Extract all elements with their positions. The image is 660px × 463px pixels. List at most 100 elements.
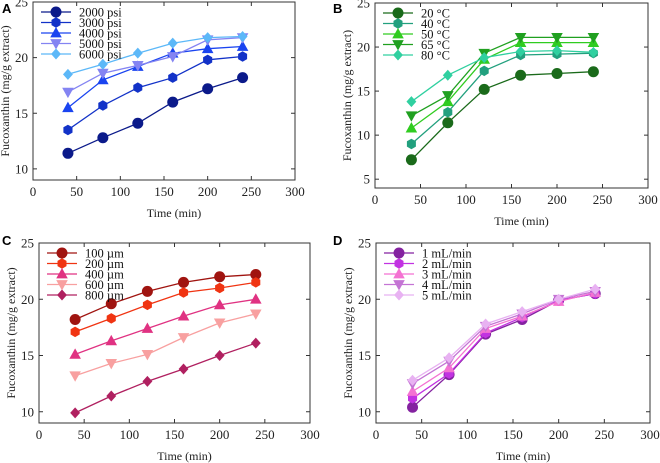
marker-triangle-up <box>69 348 81 359</box>
marker-triangle-up <box>405 122 418 133</box>
panel-c: C 0 50 100 150 200 250 300 10 15 20 25 Time (min) Fuc… <box>2 233 320 463</box>
series-line <box>411 36 594 117</box>
marker-circle <box>405 154 417 166</box>
marker-triangle-down <box>166 52 179 63</box>
series-2000-psi <box>62 72 249 159</box>
legend-item: 5000 psi <box>41 37 122 51</box>
y-tick-label: 10 <box>358 404 371 419</box>
marker-diamond <box>407 374 418 386</box>
marker-circle <box>132 117 144 129</box>
marker-hexagon <box>70 326 80 338</box>
marker-hexagon <box>142 299 152 311</box>
series-800-m <box>70 337 261 419</box>
series-line <box>410 71 594 161</box>
legend-label: 5 mL/min <box>422 289 472 303</box>
legend-label: 40 °C <box>421 17 450 31</box>
marker-hexagon <box>98 100 108 111</box>
marker-diamond <box>132 47 143 59</box>
legend-item: 80 °C <box>383 49 450 63</box>
series-line <box>410 52 594 145</box>
legend-label: 1 mL/min <box>422 247 472 261</box>
series-line <box>74 298 256 356</box>
marker-triangle-down <box>97 68 109 80</box>
x-tick-label: 0 <box>372 192 379 207</box>
y-tick-label: 15 <box>358 348 371 363</box>
y-tick-label: 5 <box>364 172 371 187</box>
marker-diamond <box>479 52 490 64</box>
marker-triangle-down <box>250 309 262 320</box>
series-5-ml-min <box>407 283 601 386</box>
x-tick-label: 250 <box>255 427 275 442</box>
y-tick-label: 25 <box>358 236 371 251</box>
marker-hexagon <box>203 54 213 66</box>
y-tick-label: 15 <box>21 348 34 363</box>
x-tick-label: 200 <box>547 192 567 207</box>
marker-triangle-down <box>514 32 527 44</box>
marker-triangle-down <box>405 111 418 122</box>
marker-hexagon <box>443 107 453 118</box>
marker-triangle-down <box>393 280 405 291</box>
marker-hexagon <box>63 124 73 136</box>
legend-label: 6000 psi <box>79 48 122 62</box>
x-tick-label: 250 <box>593 192 613 207</box>
x-tick-label: 150 <box>503 427 523 442</box>
x-axis-label: Time (min) <box>494 214 549 228</box>
marker-diamond <box>250 337 261 349</box>
x-tick-label: 0 <box>30 184 37 199</box>
series-line <box>412 290 596 385</box>
y-tick-label: 15 <box>357 84 370 99</box>
marker-diamond <box>51 48 61 60</box>
marker-diamond <box>70 407 81 419</box>
series-line <box>74 342 257 414</box>
x-tick-label: 300 <box>640 427 660 442</box>
marker-triangle-down <box>442 91 454 102</box>
marker-triangle-down <box>69 371 81 382</box>
marker-diamond <box>57 289 67 301</box>
marker-triangle-down <box>587 32 600 44</box>
series-line <box>74 273 256 321</box>
series-600-m <box>69 309 262 382</box>
marker-diamond <box>515 45 526 57</box>
series-3-ml-min <box>406 286 601 396</box>
legend-item: 3000 psi <box>41 16 122 30</box>
panel-label: C <box>2 233 12 248</box>
legend-label: 50 °C <box>421 28 450 42</box>
marker-diamond <box>406 96 417 108</box>
y-axis-label: Fucoxanthin (mg/g extract) <box>341 267 355 398</box>
legend-item: 50 °C <box>383 28 450 42</box>
marker-circle <box>167 96 179 108</box>
series-line <box>412 288 596 381</box>
panel-b: B 0 50 100 150 200 250 300 5 10 15 20 25 Time (min) Fu… <box>333 0 658 228</box>
x-tick-label: 100 <box>458 427 478 442</box>
marker-hexagon <box>106 313 116 324</box>
marker-triangle-down <box>392 40 404 51</box>
x-tick-label: 0 <box>373 427 380 442</box>
x-tick-label: 50 <box>70 184 83 199</box>
series-1-ml-min <box>407 288 601 413</box>
x-tick-label: 200 <box>210 427 230 442</box>
marker-circle <box>392 7 404 19</box>
legend-item: 2000 psi <box>41 6 122 20</box>
legend-label: 3 mL/min <box>422 268 472 282</box>
marker-triangle-down <box>62 87 74 99</box>
marker-hexagon <box>51 17 61 28</box>
x-tick-label: 150 <box>502 192 522 207</box>
marker-triangle-down <box>213 318 226 329</box>
x-tick-label: 50 <box>78 427 91 442</box>
y-axis-label: Fucoxanthin (mg/g extract) <box>0 25 12 156</box>
x-tick-label: 100 <box>120 427 140 442</box>
marker-circle <box>62 147 74 159</box>
marker-circle <box>407 401 419 413</box>
panel-d: D 0 50 100 150 200 250 300 10 15 20 25 Time (min) Fuc… <box>333 233 660 463</box>
x-tick-label: 100 <box>456 192 476 207</box>
marker-diamond <box>480 318 491 330</box>
marker-triangle-up <box>393 267 405 279</box>
marker-diamond <box>62 68 73 80</box>
marker-triangle-down <box>177 333 190 344</box>
legend-item: 4 mL/min <box>384 278 472 292</box>
series-line <box>74 281 256 333</box>
series-line <box>411 41 594 129</box>
series-line <box>67 35 243 75</box>
marker-triangle-up <box>105 334 118 346</box>
